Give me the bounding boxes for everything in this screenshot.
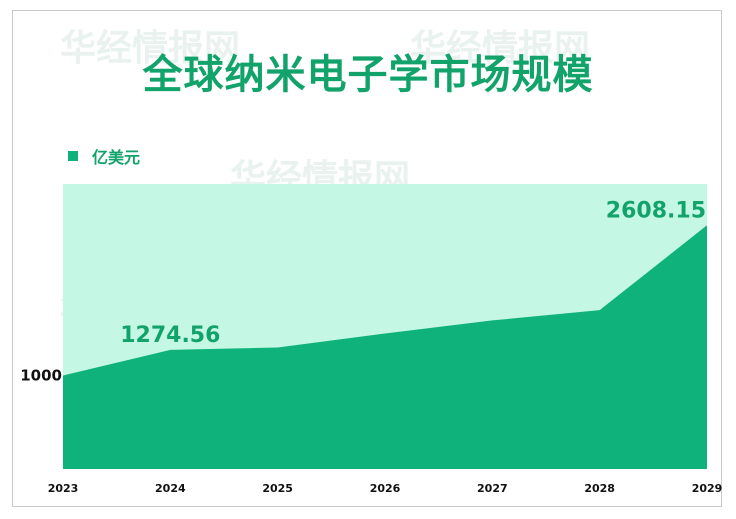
x-tick-label: 2027 xyxy=(477,482,508,495)
x-tick-label: 2029 xyxy=(692,482,723,495)
chart-title: 全球纳米电子学市场规模 xyxy=(142,52,594,98)
legend-label: 亿美元 xyxy=(92,148,141,167)
y-tick-label: 1000 xyxy=(20,367,62,385)
legend[interactable]: 亿美元 xyxy=(68,144,140,168)
x-tick-label: 2023 xyxy=(48,482,79,495)
series-area xyxy=(63,225,707,469)
y-axis-ticks: 1000 xyxy=(20,367,62,385)
x-tick-label: 2026 xyxy=(370,482,401,495)
legend-swatch xyxy=(68,151,78,161)
data-labels: 1274.56 2608.15 xyxy=(120,198,706,348)
x-tick-label: 2024 xyxy=(155,482,186,495)
data-label: 2608.15 xyxy=(606,198,706,223)
x-tick-label: 2028 xyxy=(584,482,615,495)
x-tick-label: 2025 xyxy=(262,482,293,495)
x-axis-ticks: 2023 2024 2025 2026 2027 2028 2029 xyxy=(48,482,723,495)
watermark-text: 华经情报网 xyxy=(410,28,590,69)
watermark-text: 华经情报网 xyxy=(60,28,240,69)
data-label: 1274.56 xyxy=(120,323,220,348)
